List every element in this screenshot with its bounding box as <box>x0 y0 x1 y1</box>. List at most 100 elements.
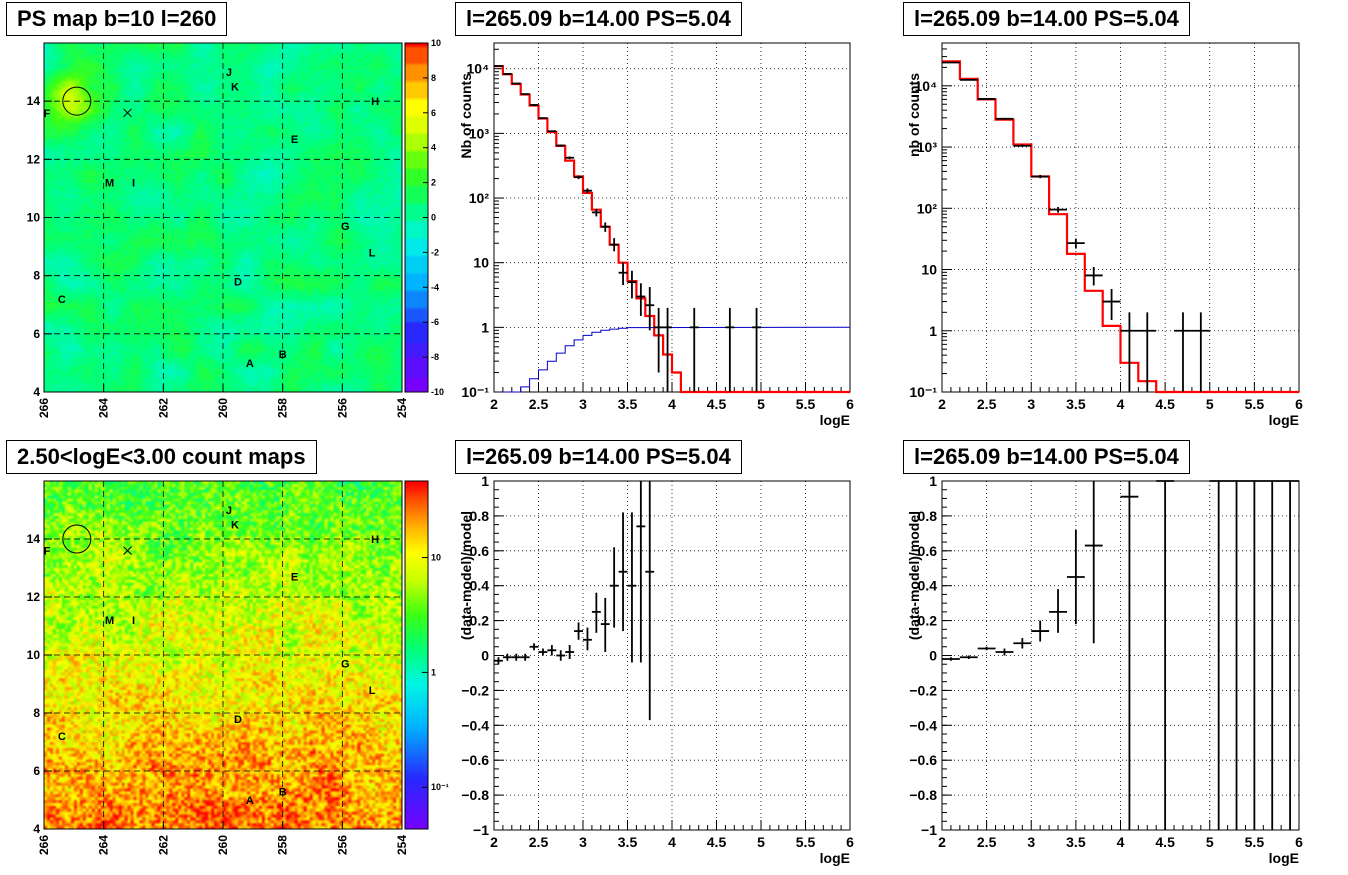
source-label: F <box>44 546 51 558</box>
y-tick-label: 6 <box>33 764 40 778</box>
y-tick-label: 10⁻¹ <box>461 384 489 400</box>
y-axis-label: nb of counts <box>906 73 922 157</box>
x-tick-label: 4 <box>1117 834 1125 850</box>
y-tick-label: 0.4 <box>470 578 490 594</box>
colorbar-tick-label: 10 <box>431 553 441 563</box>
spectrum-right-title: l=265.09 b=14.00 PS=5.04 <box>903 2 1190 36</box>
x-tick-label: 254 <box>395 835 409 855</box>
y-tick-label: 1 <box>481 473 489 489</box>
y-tick-label: 8 <box>33 269 40 283</box>
x-tick-label: 260 <box>216 835 230 855</box>
colorbar-tick-label: -2 <box>431 247 439 257</box>
spectrum-left-title: l=265.09 b=14.00 PS=5.04 <box>455 2 742 36</box>
x-tick-label: 6 <box>846 396 854 412</box>
source-label: B <box>279 786 287 798</box>
y-tick-label: 0.8 <box>470 508 490 524</box>
position-circle <box>62 524 92 554</box>
source-label: B <box>279 349 287 361</box>
colorbar-tick-label: 8 <box>431 73 436 83</box>
colorbar-tick-label: 0 <box>431 213 436 223</box>
x-tick-label: 3.5 <box>1066 834 1086 850</box>
x-tick-label: 4.5 <box>707 396 727 412</box>
y-tick-label: 0 <box>929 648 937 664</box>
source-label: D <box>234 276 242 288</box>
source-label: I <box>132 615 135 627</box>
x-tick-label: 6 <box>1295 834 1303 850</box>
x-tick-label: 3 <box>579 396 587 412</box>
x-axis-label: logE <box>1269 412 1299 428</box>
colorbar-tick-label: 4 <box>431 143 436 153</box>
x-tick-label: 256 <box>335 835 349 855</box>
x-tick-label: 5.5 <box>1245 834 1265 850</box>
model-series <box>942 60 1299 394</box>
y-tick-label: 0.6 <box>470 543 490 559</box>
y-tick-label: 14 <box>27 532 41 546</box>
y-tick-label: −0.6 <box>909 752 937 768</box>
y-axis-label: (data-model)/model <box>906 511 922 640</box>
acceptance-series <box>502 326 850 393</box>
colorbar-tick-label: 6 <box>431 108 436 118</box>
x-tick-label: 258 <box>276 835 290 855</box>
y-tick-label: 12 <box>27 590 41 604</box>
colorbar-tick-label: 10 <box>431 38 441 48</box>
residual-left-title: l=265.09 b=14.00 PS=5.04 <box>455 440 742 474</box>
y-tick-label: 4 <box>33 822 40 836</box>
x-tick-label: 2.5 <box>529 396 549 412</box>
colorbar-tick-label: -4 <box>431 282 439 292</box>
x-tick-label: 5 <box>1206 396 1214 412</box>
x-tick-label: 4.5 <box>1155 396 1175 412</box>
x-tick-label: 266 <box>37 835 51 855</box>
x-tick-label: 256 <box>335 398 349 418</box>
x-tick-label: 2 <box>938 834 946 850</box>
y-tick-label: 10 <box>921 262 937 278</box>
x-axis-label: logE <box>1269 850 1299 866</box>
x-tick-label: 4 <box>668 834 676 850</box>
source-label: L <box>369 247 376 259</box>
source-label: E <box>291 134 298 146</box>
y-tick-label: −0.2 <box>909 682 937 698</box>
y-tick-label: −0.8 <box>461 787 489 803</box>
colorbar <box>405 43 428 392</box>
ps-map-panel: 10 8 6 4 2 0 -2 -4 -6 -8 -10 266 264 262 260 258 256 254 4… <box>27 38 444 418</box>
y-tick-label: −0.6 <box>461 752 489 768</box>
source-label: H <box>371 96 379 108</box>
source-label: J <box>226 505 232 517</box>
y-tick-label: 10³ <box>469 125 490 141</box>
y-tick-label: 1 <box>929 473 937 489</box>
source-label: C <box>58 731 66 743</box>
x-tick-label: 4.5 <box>707 834 727 850</box>
y-tick-label: 0.2 <box>470 613 490 629</box>
x-tick-label: 3.5 <box>618 396 638 412</box>
x-tick-label: 2.5 <box>977 396 997 412</box>
x-tick-label: 264 <box>97 835 111 855</box>
x-tick-label: 4.5 <box>1155 834 1175 850</box>
x-tick-label: 262 <box>156 398 170 418</box>
x-axis-label: logE <box>820 412 850 428</box>
source-label: M <box>105 178 114 190</box>
x-tick-label: 3.5 <box>618 834 638 850</box>
y-tick-label: 0.8 <box>918 508 938 524</box>
x-tick-label: 264 <box>97 398 111 418</box>
source-label: D <box>234 714 242 726</box>
y-tick-label: −0.4 <box>461 717 489 733</box>
source-label: E <box>291 572 298 584</box>
y-tick-label: 4 <box>33 385 40 399</box>
x-tick-label: 254 <box>395 398 409 418</box>
x-tick-label: 4 <box>668 396 676 412</box>
x-tick-label: 4 <box>1117 396 1125 412</box>
source-label: G <box>341 659 350 671</box>
y-tick-label: −1 <box>921 822 937 838</box>
x-tick-label: 5 <box>1206 834 1214 850</box>
y-tick-label: 10 <box>27 648 41 662</box>
x-tick-label: 5.5 <box>1245 396 1265 412</box>
source-label: J <box>226 67 232 79</box>
x-tick-label: 6 <box>846 834 854 850</box>
source-label: G <box>341 221 350 233</box>
source-label: I <box>132 178 135 190</box>
source-label: K <box>231 82 239 94</box>
x-tick-label: 3.5 <box>1066 396 1086 412</box>
model-series <box>494 65 850 394</box>
